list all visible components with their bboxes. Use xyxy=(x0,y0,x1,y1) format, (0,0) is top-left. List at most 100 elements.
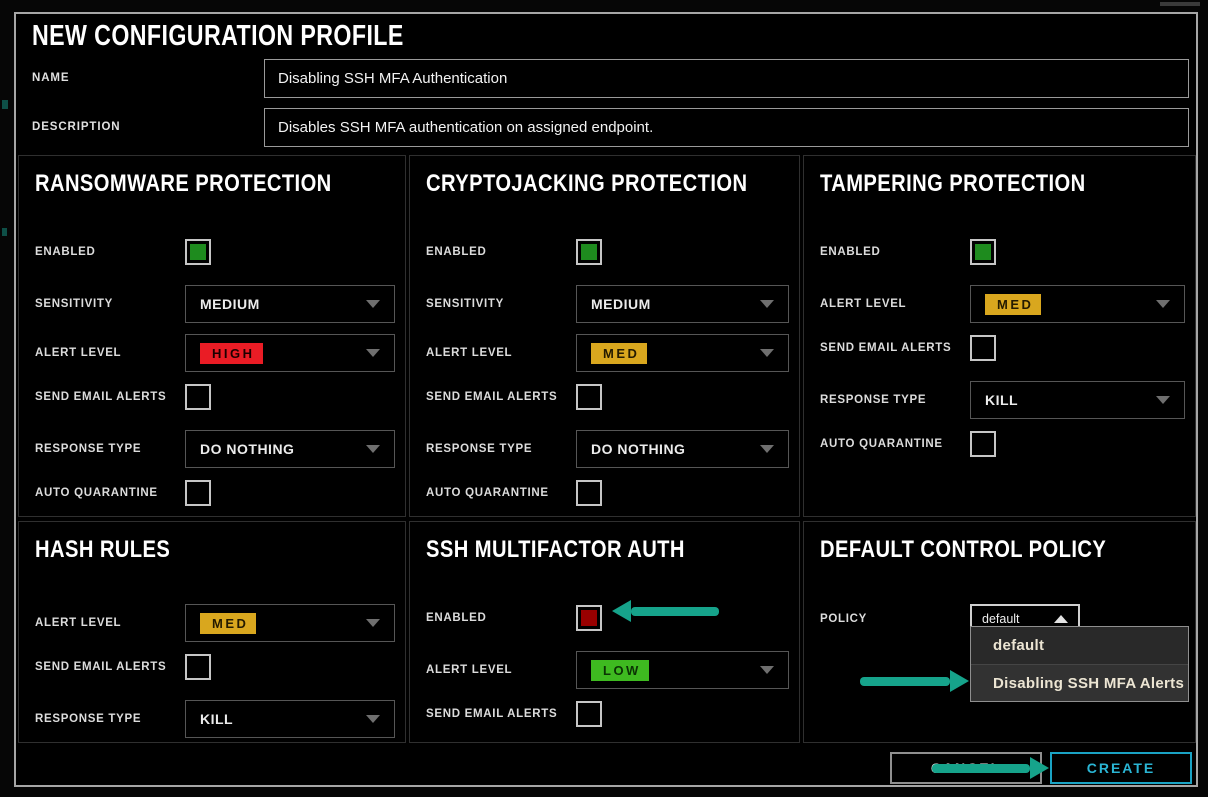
name-input[interactable] xyxy=(264,59,1189,98)
description-label: DESCRIPTION xyxy=(32,121,121,133)
ransomware-enabled-checkbox[interactable] xyxy=(185,239,211,265)
ransomware-response-type-dropdown[interactable]: DO NOTHING xyxy=(185,430,395,468)
dropdown-value: DO NOTHING xyxy=(591,441,686,457)
checkbox-empty xyxy=(190,389,206,405)
sensitivity-row: SENSITIVITY MEDIUM xyxy=(426,285,789,323)
description-input[interactable] xyxy=(264,108,1189,147)
cryptojacking-send-email-checkbox[interactable] xyxy=(576,384,602,410)
background-sliver xyxy=(1160,2,1200,6)
dropdown-value: default xyxy=(982,612,1020,626)
response-type-row: RESPONSE TYPE DO NOTHING xyxy=(35,430,395,468)
checkbox-empty xyxy=(975,436,991,452)
ssh-mfa-alert-level-dropdown[interactable]: LOW xyxy=(576,651,789,689)
ssh-mfa-enabled-checkbox[interactable] xyxy=(576,605,602,631)
ssh-mfa-send-email-checkbox[interactable] xyxy=(576,701,602,727)
alert-level-label: ALERT LEVEL xyxy=(426,664,513,676)
alert-level-row: ALERT LEVEL MED xyxy=(426,334,789,372)
alert-level-label: ALERT LEVEL xyxy=(426,347,513,359)
hash-rules-send-email-checkbox[interactable] xyxy=(185,654,211,680)
dialog-title: NEW CONFIGURATION PROFILE xyxy=(32,20,404,52)
checkbox-empty xyxy=(581,389,597,405)
response-type-label: RESPONSE TYPE xyxy=(426,443,533,455)
annotation-arrow-right-icon xyxy=(860,670,969,692)
chevron-down-icon xyxy=(760,666,774,674)
ransomware-send-email-checkbox[interactable] xyxy=(185,384,211,410)
auto-quarantine-label: AUTO QUARANTINE xyxy=(820,438,943,450)
chevron-down-icon xyxy=(366,300,380,308)
dropdown-value: KILL xyxy=(985,392,1019,408)
new-configuration-profile-dialog: NEW CONFIGURATION PROFILE NAME DESCRIPTI… xyxy=(14,12,1198,787)
panel-hash-rules: HASH RULES ALERT LEVEL MED SEND EMAIL AL… xyxy=(18,521,406,743)
send-email-label: SEND EMAIL ALERTS xyxy=(35,661,167,673)
alert-level-label: ALERT LEVEL xyxy=(820,298,907,310)
enabled-label: ENABLED xyxy=(820,246,881,258)
alert-level-label: ALERT LEVEL xyxy=(35,617,122,629)
panel-title: SSH MULTIFACTOR AUTH xyxy=(426,536,685,563)
auto-quarantine-row: AUTO QUARANTINE xyxy=(35,479,395,507)
panel-title: RANSOMWARE PROTECTION xyxy=(35,170,332,197)
alert-level-row: ALERT LEVEL LOW xyxy=(426,651,789,689)
ransomware-sensitivity-dropdown[interactable]: MEDIUM xyxy=(185,285,395,323)
hash-rules-response-type-dropdown[interactable]: KILL xyxy=(185,700,395,738)
tampering-alert-level-dropdown[interactable]: MED xyxy=(970,285,1185,323)
cryptojacking-alert-level-dropdown[interactable]: MED xyxy=(576,334,789,372)
checkbox-checked-mark xyxy=(975,244,991,260)
auto-quarantine-label: AUTO QUARANTINE xyxy=(426,487,549,499)
ransomware-auto-quarantine-checkbox[interactable] xyxy=(185,480,211,506)
send-email-row: SEND EMAIL ALERTS xyxy=(426,383,789,411)
dropdown-value: KILL xyxy=(200,711,234,727)
checkbox-checked-red-mark xyxy=(581,610,597,626)
send-email-label: SEND EMAIL ALERTS xyxy=(426,391,558,403)
cryptojacking-response-type-dropdown[interactable]: DO NOTHING xyxy=(576,430,789,468)
policy-option-default[interactable]: default xyxy=(971,627,1188,664)
checkbox-empty xyxy=(581,485,597,501)
cryptojacking-enabled-checkbox[interactable] xyxy=(576,239,602,265)
severity-badge: MED xyxy=(985,293,1042,315)
policy-dropdown-menu: default Disabling SSH MFA Alerts xyxy=(970,626,1189,702)
name-label: NAME xyxy=(32,72,70,84)
chevron-down-icon xyxy=(760,445,774,453)
cryptojacking-auto-quarantine-checkbox[interactable] xyxy=(576,480,602,506)
checkbox-empty xyxy=(581,706,597,722)
policy-option-disabling-ssh-mfa-alerts[interactable]: Disabling SSH MFA Alerts xyxy=(971,664,1188,701)
tampering-send-email-checkbox[interactable] xyxy=(970,335,996,361)
checkbox-empty xyxy=(190,659,206,675)
severity-badge: LOW xyxy=(591,659,649,681)
alert-level-row: ALERT LEVEL MED xyxy=(820,285,1185,323)
auto-quarantine-row: AUTO QUARANTINE xyxy=(426,479,789,507)
background-sliver xyxy=(2,228,7,236)
dropdown-value: MEDIUM xyxy=(200,296,260,312)
panel-title: CRYPTOJACKING PROTECTION xyxy=(426,170,748,197)
severity-badge: MED xyxy=(200,612,257,634)
ransomware-alert-level-dropdown[interactable]: HIGH xyxy=(185,334,395,372)
hash-rules-alert-level-dropdown[interactable]: MED xyxy=(185,604,395,642)
severity-badge: MED xyxy=(591,342,648,364)
enabled-label: ENABLED xyxy=(35,246,96,258)
response-type-row: RESPONSE TYPE KILL xyxy=(820,381,1185,419)
response-type-label: RESPONSE TYPE xyxy=(35,713,142,725)
tampering-enabled-checkbox[interactable] xyxy=(970,239,996,265)
cryptojacking-sensitivity-dropdown[interactable]: MEDIUM xyxy=(576,285,789,323)
enabled-row: ENABLED xyxy=(426,604,789,632)
dropdown-value: DO NOTHING xyxy=(200,441,295,457)
auto-quarantine-row: AUTO QUARANTINE xyxy=(820,430,1185,458)
enabled-row: ENABLED xyxy=(820,238,1185,266)
dropdown-value: MEDIUM xyxy=(591,296,651,312)
panel-default-control-policy: DEFAULT CONTROL POLICY POLICY default de… xyxy=(803,521,1196,743)
tampering-response-type-dropdown[interactable]: KILL xyxy=(970,381,1185,419)
panel-title: DEFAULT CONTROL POLICY xyxy=(820,536,1107,563)
send-email-row: SEND EMAIL ALERTS xyxy=(426,700,789,728)
enabled-label: ENABLED xyxy=(426,612,487,624)
send-email-label: SEND EMAIL ALERTS xyxy=(820,342,952,354)
response-type-row: RESPONSE TYPE DO NOTHING xyxy=(426,430,789,468)
enabled-row: ENABLED xyxy=(426,238,789,266)
panel-ssh-multifactor-auth: SSH MULTIFACTOR AUTH ENABLED ALERT LEVEL… xyxy=(409,521,800,743)
create-button[interactable]: CREATE xyxy=(1050,752,1192,784)
tampering-auto-quarantine-checkbox[interactable] xyxy=(970,431,996,457)
policy-label: POLICY xyxy=(820,613,868,625)
enabled-row: ENABLED xyxy=(35,238,395,266)
arrow-shaft xyxy=(860,676,950,686)
chevron-down-icon xyxy=(760,349,774,357)
sensitivity-label: SENSITIVITY xyxy=(426,298,504,310)
cancel-button[interactable]: CANCEL xyxy=(890,752,1042,784)
